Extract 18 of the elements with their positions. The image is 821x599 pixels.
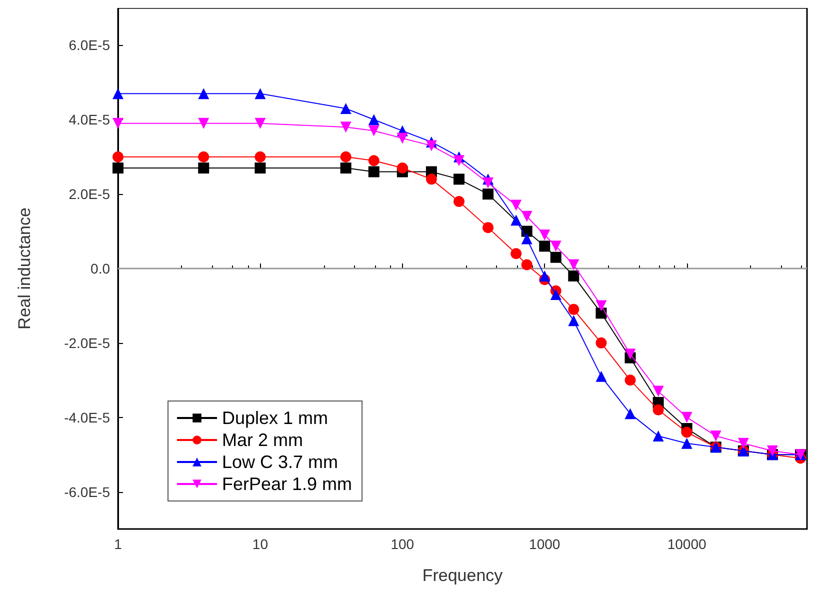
legend-label: Low C 3.7 mm [222,452,338,472]
y-tick-label: 6.0E-5 [68,37,110,54]
y-tick-label: 2.0E-5 [68,186,110,202]
legend-label: Duplex 1 mm [222,408,328,428]
y-tick-label: -2.0E-5 [64,334,110,351]
legend-label: Mar 2 mm [222,430,303,450]
y-tick-label: -6.0E-5 [64,484,110,500]
legend-label: FerPear 1.9 mm [222,474,352,494]
x-tick-label: 1000 [529,536,560,552]
y-axis-title: Real inductance [15,208,34,330]
x-tick-label: 1 [114,536,122,552]
y-tick-label: 4.0E-5 [68,112,110,128]
y-tick-label: 0.0 [90,260,110,276]
x-tick-label: 100 [390,536,414,552]
x-axis-title: Frequency [422,566,504,585]
x-tick-label: 10000 [667,536,706,552]
x-tick-label: 10 [252,536,268,552]
y-tick-label: -4.0E-5 [64,409,110,426]
